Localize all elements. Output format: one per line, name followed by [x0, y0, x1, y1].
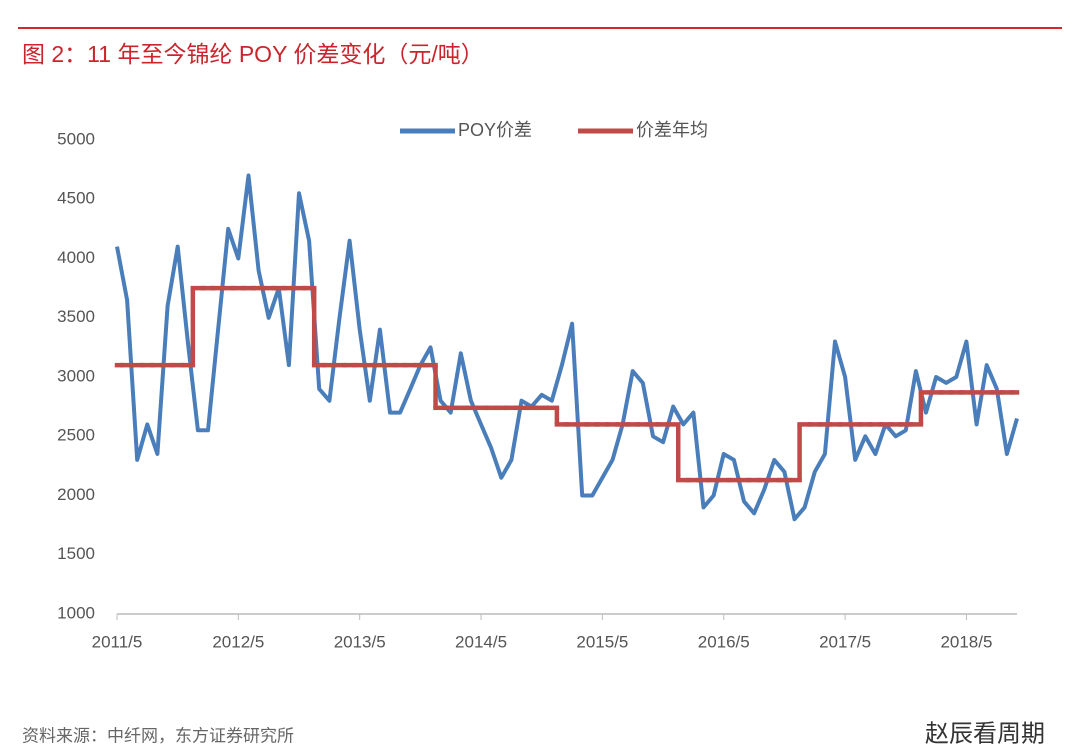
legend-label: 价差年均	[636, 120, 708, 140]
x-tick-label: 2011/5	[92, 632, 143, 651]
y-tick-label: 3500	[57, 307, 95, 326]
y-tick-label: 5000	[57, 129, 95, 148]
y-tick-label: 3000	[57, 366, 95, 385]
watermark: 赵辰看周期	[925, 720, 1045, 747]
y-tick-label: 4000	[57, 248, 95, 267]
x-tick-label: 2014/5	[455, 632, 507, 651]
chart-title: 图 2：11 年至今锦纶 POY 价差变化（元/吨）	[22, 41, 484, 67]
x-tick-label: 2016/5	[698, 632, 750, 651]
y-tick-label: 2000	[57, 485, 95, 504]
y-tick-label: 2500	[57, 426, 95, 445]
source-note: 资料来源：中纤网，东方证券研究所	[22, 726, 294, 745]
x-tick-label: 2018/5	[940, 632, 992, 651]
x-tick-label: 2015/5	[576, 632, 628, 651]
y-tick-label: 1500	[57, 544, 95, 563]
x-tick-label: 2013/5	[334, 632, 386, 651]
data-line	[115, 173, 1019, 522]
y-tick-label: 1000	[57, 603, 95, 622]
x-tick-label: 2017/5	[819, 632, 871, 651]
legend-label: POY价差	[458, 120, 532, 140]
x-tick-label: 2012/5	[212, 632, 264, 651]
y-tick-label: 4500	[57, 189, 95, 208]
